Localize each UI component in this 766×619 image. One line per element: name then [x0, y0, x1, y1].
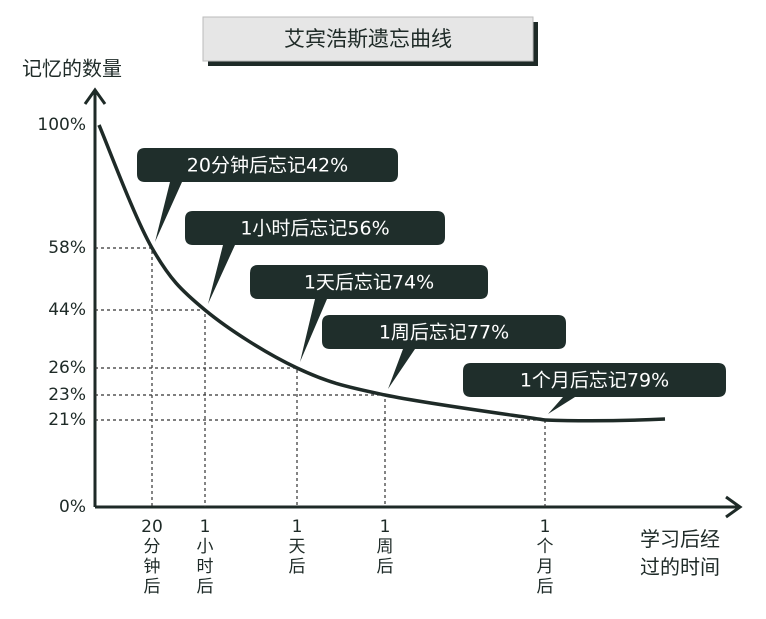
annotation: 20分钟后忘记42% [187, 155, 348, 177]
annotation: 1周后忘记77% [379, 322, 509, 344]
y-axis [83, 87, 107, 507]
x-tick-label: 20 分钟后 [141, 517, 163, 597]
guide-line [95, 247, 153, 507]
y-tick-label: 58% [48, 238, 86, 258]
y-axis-label: 记忆的数量 [22, 57, 122, 81]
x-axis-label: 学习后经过的时间 [640, 527, 720, 579]
x-tick-label: 1 小时后 [197, 517, 214, 597]
y-tick-label: 21% [48, 410, 86, 430]
x-tick-label: 1 个月后 [537, 517, 554, 597]
chart-title: 艾宾浩斯遗忘曲线 [284, 27, 452, 51]
annotation-bubble [250, 265, 488, 362]
y-tick-label: 44% [48, 300, 86, 320]
annotation-bubble [185, 211, 445, 304]
y-tick-label: 0% [59, 497, 86, 517]
annotation-bubble [322, 315, 566, 389]
curve [97, 124, 546, 422]
annotation: 1个月后忘记79% [520, 370, 669, 392]
y-tick-label: 23% [48, 385, 86, 405]
y-tick-label: 100% [37, 115, 86, 135]
guide-line [95, 394, 386, 507]
guide-line [95, 309, 206, 507]
guide-line [95, 419, 546, 507]
annotation: 1小时后忘记56% [240, 218, 389, 240]
annotation-bubble [137, 148, 398, 242]
annotation-bubble [463, 363, 726, 414]
y-tick-label: 26% [48, 358, 86, 378]
x-axis [95, 495, 743, 519]
guide-line [95, 367, 298, 507]
curve-tail [544, 417, 666, 423]
x-tick-label: 1 天后 [289, 517, 306, 577]
annotation: 1天后忘记74% [304, 272, 434, 294]
title-box [202, 16, 534, 62]
x-tick-label: 1 周后 [377, 517, 394, 577]
